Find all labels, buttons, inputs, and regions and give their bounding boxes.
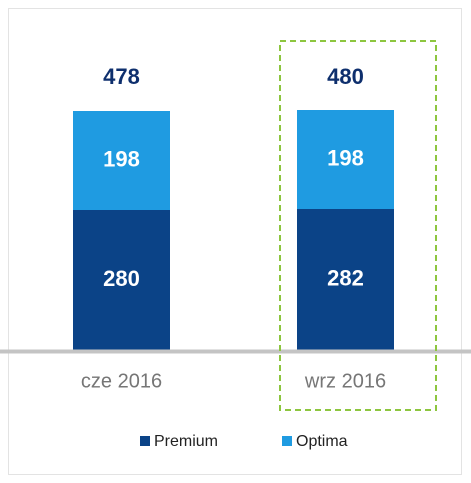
segment-label: 198	[327, 145, 364, 170]
total-label: 478	[103, 64, 140, 89]
bar-segment	[297, 209, 394, 350]
bar-segment	[73, 111, 170, 210]
x-tick-label: cze 2016	[81, 370, 162, 392]
highlight-box	[279, 40, 437, 411]
segment-label: 198	[103, 146, 140, 171]
x-tick-label: wrz 2016	[304, 370, 386, 392]
bar-segment	[73, 210, 170, 350]
legend-label: Premium	[154, 433, 218, 450]
segment-label: 282	[327, 265, 364, 290]
bar-segment	[297, 110, 394, 209]
legend-swatch	[282, 436, 292, 446]
frame	[8, 8, 462, 475]
segment-label: 280	[103, 266, 140, 291]
legend-swatch	[140, 436, 150, 446]
total-label: 480	[327, 64, 364, 89]
legend-label: Optima	[296, 433, 348, 450]
